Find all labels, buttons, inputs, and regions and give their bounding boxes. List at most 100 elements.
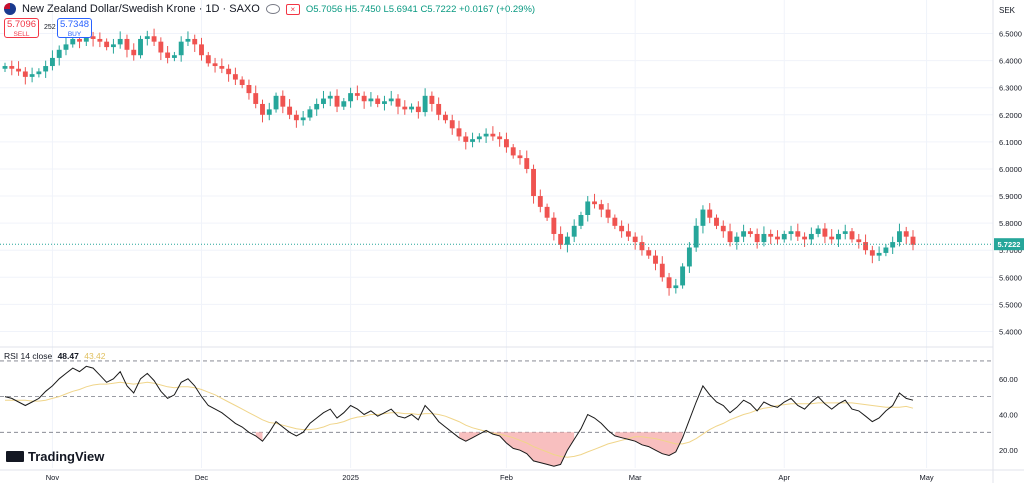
candle-body <box>2 66 8 69</box>
candle-body <box>673 285 679 289</box>
candle-body <box>612 217 618 226</box>
candle-body <box>456 128 462 137</box>
candle-body <box>158 41 164 53</box>
rsi-legend[interactable]: RSI 14 close 48.47 43.42 <box>4 351 106 361</box>
candle-body <box>815 228 821 234</box>
candle-body <box>171 55 177 58</box>
candle-body <box>415 106 421 113</box>
candle-body <box>436 103 442 115</box>
candle-body <box>558 233 564 245</box>
rsi-ma-value: 43.42 <box>84 351 106 361</box>
candle-body <box>639 242 645 251</box>
currency-label[interactable]: SEK <box>999 6 1016 15</box>
time-tick-label: Apr <box>778 473 790 482</box>
candle-body <box>287 106 293 115</box>
time-tick-label: Feb <box>500 473 513 482</box>
candle-body <box>293 114 299 121</box>
candle-body <box>788 231 794 234</box>
tradingview-logo[interactable]: TradingView <box>6 449 104 464</box>
candle-body <box>503 139 509 148</box>
candle-body <box>422 95 428 113</box>
candle-body <box>90 36 96 39</box>
candle-body <box>49 57 55 67</box>
rsi-oversold-fill <box>459 432 480 442</box>
price-tick-label: 5.8000 <box>999 219 1022 228</box>
candle-body <box>266 109 272 115</box>
candle-body <box>16 68 21 72</box>
candle-body <box>707 209 713 218</box>
candle-body <box>829 236 835 240</box>
candle-body <box>761 233 767 243</box>
candle-body <box>70 38 76 45</box>
candle-body <box>890 242 896 248</box>
candle-body <box>192 38 198 45</box>
candle-body <box>165 52 171 58</box>
candle-body <box>646 250 652 256</box>
candle-body <box>361 95 367 102</box>
time-tick-label: May <box>919 473 933 482</box>
candle-body <box>429 95 435 104</box>
logo-text: TradingView <box>28 449 105 464</box>
candle-body <box>388 98 394 102</box>
rsi-tick-label: 40.00 <box>999 410 1018 419</box>
candle-body <box>185 38 191 42</box>
rsi-name: RSI 14 close <box>4 351 53 361</box>
candle-body <box>219 66 225 69</box>
candle-body <box>280 95 286 107</box>
symbol-title[interactable]: New Zealand Dollar/Swedish Krone · 1D · … <box>22 3 260 15</box>
candle-body <box>822 228 828 237</box>
candle-body <box>212 63 218 67</box>
candle-body <box>348 93 354 102</box>
rsi-oversold-fill <box>255 432 263 442</box>
sell-button[interactable]: 5.7096 SELL <box>4 18 39 38</box>
price-tick-label: 5.9000 <box>999 192 1022 201</box>
candle-body <box>239 79 245 85</box>
buy-button[interactable]: 5.7348 BUY <box>57 18 92 38</box>
candle-body <box>883 247 889 253</box>
candle-body <box>77 38 82 42</box>
price-tick-label: 5.7000 <box>999 246 1022 255</box>
candle-body <box>307 109 313 118</box>
candle-body <box>849 231 855 240</box>
rsi-line <box>4 365 914 467</box>
candle-body <box>273 95 279 110</box>
eye-icon[interactable] <box>265 4 280 14</box>
candle-body <box>531 168 536 197</box>
candle-body <box>138 38 143 56</box>
price-tick-label: 6.1000 <box>999 138 1022 147</box>
candle-body <box>592 201 597 205</box>
rsi-tick-label: 20.00 <box>999 446 1018 455</box>
candlestick-series <box>2 28 916 296</box>
price-tick-label: 6.5000 <box>999 30 1022 39</box>
candle-body <box>97 38 103 42</box>
candle-body <box>117 38 123 45</box>
candle-body <box>253 93 259 104</box>
candle-body <box>680 266 686 286</box>
price-tick-label: 5.5000 <box>999 300 1022 309</box>
candle-body <box>56 49 62 58</box>
candle-body <box>625 231 631 237</box>
candle-body <box>144 36 150 39</box>
candle-body <box>876 252 882 256</box>
rsi-oversold-fill <box>492 432 575 467</box>
candle-body <box>741 231 747 237</box>
candle-body <box>205 55 211 64</box>
symbol-header[interactable]: New Zealand Dollar/Swedish Krone · 1D · … <box>4 3 535 15</box>
candle-body <box>869 250 875 256</box>
spread-value: 252 <box>44 24 56 31</box>
last-price-label: 5.7222 <box>998 240 1021 249</box>
candle-body <box>110 44 116 48</box>
candle-body <box>443 114 448 121</box>
candle-body <box>83 36 89 42</box>
candle-body <box>395 98 401 107</box>
ohlc-values: O5.7056 H5.7450 L5.6941 C5.7222 +0.0167 … <box>305 3 536 15</box>
candle-body <box>354 93 360 96</box>
candle-body <box>402 106 408 110</box>
candle-body <box>260 103 265 115</box>
price-tick-label: 6.0000 <box>999 165 1022 174</box>
buy-price: 5.7348 <box>59 19 90 30</box>
close-icon[interactable]: × <box>285 3 300 15</box>
candle-body <box>246 85 252 94</box>
